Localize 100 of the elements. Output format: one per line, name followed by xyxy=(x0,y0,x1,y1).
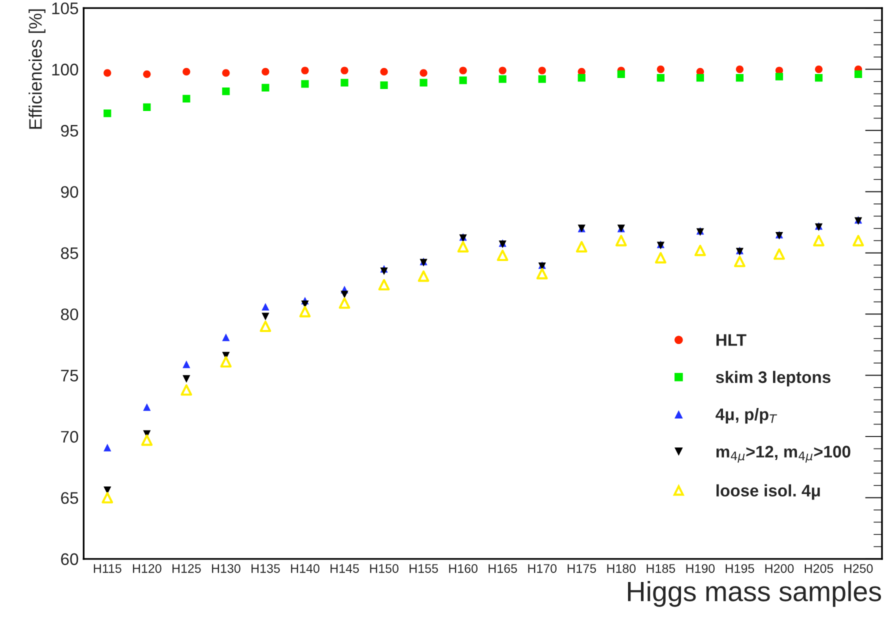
x-tick-label: H130 xyxy=(212,564,240,573)
point xyxy=(852,234,864,246)
point xyxy=(141,434,153,446)
point xyxy=(262,302,270,311)
x-axis-title: Higgs mass samples xyxy=(628,580,881,607)
point xyxy=(301,80,309,88)
point xyxy=(536,268,548,280)
point xyxy=(734,256,746,268)
point xyxy=(420,78,428,87)
point xyxy=(222,69,230,77)
point xyxy=(222,88,230,96)
y-tick-label: 60 xyxy=(61,553,78,566)
point xyxy=(814,65,823,74)
point xyxy=(459,76,467,84)
point xyxy=(420,69,428,77)
point xyxy=(378,279,390,290)
legend-label: 4μ, p/p$_{T}$ xyxy=(716,408,778,424)
x-tick-label: H200 xyxy=(765,564,794,573)
point xyxy=(262,312,270,320)
x-tick-label: H135 xyxy=(252,564,280,573)
x-tick-label: H205 xyxy=(804,564,834,573)
x-tick-label: H175 xyxy=(568,564,596,573)
point xyxy=(338,297,350,309)
point xyxy=(143,103,151,112)
x-tick-label: H125 xyxy=(172,564,201,573)
point xyxy=(260,320,272,332)
point xyxy=(459,66,467,74)
x-tick-label: H250 xyxy=(844,564,873,573)
point xyxy=(578,74,586,82)
point xyxy=(143,70,151,78)
x-tick-label: H185 xyxy=(646,564,676,573)
point xyxy=(498,66,506,74)
point xyxy=(299,306,311,318)
x-tick-label: H140 xyxy=(291,564,320,573)
legend-label: skim 3 leptons xyxy=(716,370,830,386)
x-tick-label: H180 xyxy=(607,564,636,573)
x-tick-label: H195 xyxy=(726,564,754,573)
point xyxy=(576,241,588,252)
x-tick-label: H160 xyxy=(449,564,478,573)
point xyxy=(340,78,348,87)
point xyxy=(656,74,664,82)
y-tick-label: 75 xyxy=(61,370,78,382)
point xyxy=(380,267,388,276)
point xyxy=(694,244,706,256)
point xyxy=(104,110,112,118)
point xyxy=(301,66,309,74)
point xyxy=(380,68,388,76)
legend-label: HLT xyxy=(716,334,746,346)
point xyxy=(736,74,744,82)
x-tick-label: H150 xyxy=(370,564,398,573)
x-tick-label: H170 xyxy=(528,564,557,573)
point xyxy=(222,334,230,342)
point xyxy=(736,65,744,74)
point xyxy=(538,66,546,74)
point xyxy=(180,384,192,396)
point xyxy=(182,94,190,102)
point xyxy=(340,66,348,74)
y-tick-label: 80 xyxy=(60,308,78,320)
point xyxy=(656,65,664,74)
point xyxy=(262,68,270,76)
point xyxy=(418,270,430,282)
point xyxy=(220,356,232,368)
y-tick-label: 85 xyxy=(60,247,78,260)
point xyxy=(104,444,112,452)
point xyxy=(498,75,506,83)
x-tick-label: H155 xyxy=(410,564,438,573)
point xyxy=(813,234,824,246)
point xyxy=(814,74,823,82)
point xyxy=(496,250,508,262)
point xyxy=(143,403,151,411)
point xyxy=(182,68,190,76)
x-tick-label: H165 xyxy=(488,564,518,573)
x-tick-label: H115 xyxy=(94,564,122,573)
point xyxy=(182,360,190,368)
legend-label: loose isol. 4μ xyxy=(716,484,820,500)
x-tick-label: H145 xyxy=(330,564,359,573)
point xyxy=(182,375,190,383)
x-tick-label: H190 xyxy=(686,564,715,573)
point xyxy=(774,248,785,260)
y-axis-title: Efficiencies [%] xyxy=(28,9,46,129)
y-tick-label: 100 xyxy=(52,64,78,76)
point xyxy=(654,252,666,264)
point xyxy=(854,70,862,78)
point xyxy=(538,75,546,83)
point xyxy=(102,492,114,504)
point xyxy=(696,74,704,82)
x-tick-label: H120 xyxy=(132,564,162,573)
point xyxy=(262,84,270,92)
point xyxy=(615,234,627,246)
point xyxy=(457,241,469,252)
y-tick-label: 95 xyxy=(61,124,78,137)
y-tick-label: 70 xyxy=(61,430,78,443)
point xyxy=(340,290,348,298)
point xyxy=(617,70,625,78)
point xyxy=(380,81,388,89)
point xyxy=(775,72,784,80)
legend-label: m$_{4μ}$>12, m$_{4μ}$>100 xyxy=(716,446,850,463)
y-tick-label: 90 xyxy=(61,186,78,198)
y-tick-label: 65 xyxy=(61,492,78,504)
y-tick-label: 105 xyxy=(52,2,78,14)
